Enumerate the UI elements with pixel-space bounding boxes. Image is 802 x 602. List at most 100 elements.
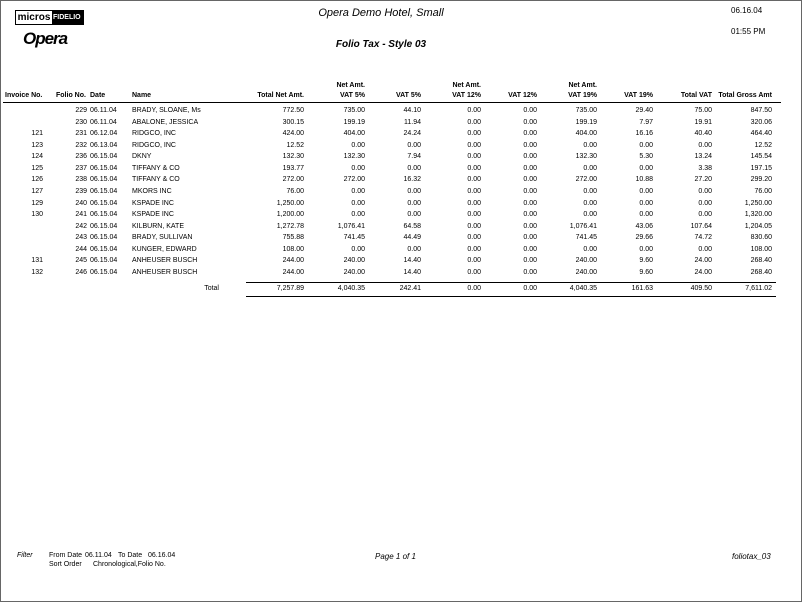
footer-filter: Filter xyxy=(17,552,33,559)
table-cell: 847.50 xyxy=(750,107,772,114)
total-cell: 4,040.35 xyxy=(569,285,597,292)
table-cell: 0.00 xyxy=(639,187,653,195)
table-cell: 197.15 xyxy=(750,164,772,172)
table-cell: 199.19 xyxy=(343,118,365,126)
footer-sort: Chronological,Folio No. xyxy=(93,561,166,568)
table-cell: KILBURN, KATE xyxy=(132,222,184,230)
table-cell: 0.00 xyxy=(639,141,653,149)
total-cell: 409.50 xyxy=(690,285,712,292)
table-cell: 0.00 xyxy=(583,211,597,219)
table-cell: 193.77 xyxy=(282,164,304,172)
table-cell: RIDGCO, INC xyxy=(132,130,176,138)
table-cell: 240.00 xyxy=(575,268,597,276)
table-cell: 299.20 xyxy=(750,176,772,184)
table-cell: 131 xyxy=(31,257,43,265)
table-cell: 06.15.04 xyxy=(90,222,118,230)
hotel-name: Opera Demo Hotel, Small xyxy=(318,7,444,19)
table-cell: 0.00 xyxy=(407,187,421,195)
table-cell: 741.45 xyxy=(575,234,597,242)
table-cell: 735.00 xyxy=(575,107,597,114)
table-cell: 1,204.05 xyxy=(744,222,772,230)
table-cell: 320.06 xyxy=(750,118,772,126)
table-cell: 242 xyxy=(75,222,87,230)
column-header: VAT 12% xyxy=(508,92,537,99)
column-header: Folio No. xyxy=(56,92,86,99)
table-cell: 24.24 xyxy=(403,130,421,138)
column-header: Total VAT xyxy=(680,92,712,99)
table-cell: 232 xyxy=(75,141,87,149)
table-cell: 830.60 xyxy=(750,234,772,242)
table-cell: 0.00 xyxy=(407,141,421,149)
table-cell: 0.00 xyxy=(523,268,537,276)
table-cell: 244.00 xyxy=(282,257,304,265)
table-cell: 300.15 xyxy=(282,118,304,126)
table-cell: KSPADE INC xyxy=(132,199,174,207)
table-cell: 0.00 xyxy=(639,211,653,219)
table-cell: 44.10 xyxy=(403,107,421,114)
table-cell: 0.00 xyxy=(351,245,365,253)
table-cell: 772.50 xyxy=(282,107,304,114)
table-cell: 145.54 xyxy=(750,153,772,161)
table-cell: 240.00 xyxy=(575,257,597,265)
table-cell: 29.66 xyxy=(635,234,653,242)
table-cell: 76.00 xyxy=(754,187,772,195)
table-cell: 24.00 xyxy=(694,268,712,276)
table-cell: 123 xyxy=(31,141,43,149)
footer-from-label: From Date xyxy=(49,552,83,559)
footer-page: Page 1 of 1 xyxy=(375,552,416,561)
table-cell: 16.32 xyxy=(403,176,421,184)
column-header: Date xyxy=(90,92,106,99)
table-cell: 13.24 xyxy=(694,153,712,161)
total-rule-bottom xyxy=(246,296,776,297)
table-cell: 0.00 xyxy=(523,234,537,242)
report-date: 06.16.04 xyxy=(731,6,763,15)
table-cell: 230 xyxy=(75,118,87,126)
table-cell: 107.64 xyxy=(690,222,712,230)
table-cell: 0.00 xyxy=(583,187,597,195)
table-cell: 0.00 xyxy=(583,199,597,207)
table-cell: 06.15.04 xyxy=(90,153,118,161)
column-header: Name xyxy=(132,92,152,99)
table-cell: 238 xyxy=(75,176,87,184)
table-cell: 246 xyxy=(75,268,87,276)
footer-from: 06.11.04 xyxy=(85,552,112,559)
report-title: Folio Tax - Style 03 xyxy=(335,39,427,50)
table-cell: 0.00 xyxy=(523,199,537,207)
table-cell: 0.00 xyxy=(467,187,481,195)
table-cell: 129 xyxy=(31,199,43,207)
table-cell: 0.00 xyxy=(467,164,481,172)
table-cell: 0.00 xyxy=(583,245,597,253)
table-cell: 0.00 xyxy=(467,268,481,276)
table-cell: 121 xyxy=(31,130,43,138)
table-cell: 43.06 xyxy=(635,222,653,230)
table-cell: 74.72 xyxy=(694,234,712,242)
table-cell: 237 xyxy=(75,164,87,172)
table-cell: 24.00 xyxy=(694,257,712,265)
table-cell: 5.30 xyxy=(639,153,653,161)
table-cell: 404.00 xyxy=(575,130,597,138)
table-cell: 06.15.04 xyxy=(90,234,118,242)
table-cell: 404.00 xyxy=(343,130,365,138)
table-cell: 124 xyxy=(31,153,43,161)
table-cell: 7.97 xyxy=(639,118,653,126)
table-cell: 268.40 xyxy=(750,268,772,276)
table-cell: 0.00 xyxy=(467,118,481,126)
table-cell: 0.00 xyxy=(583,141,597,149)
logo-micros: micros xyxy=(16,11,52,24)
table-cell: 0.00 xyxy=(523,211,537,219)
table-cell: 0.00 xyxy=(351,141,365,149)
table-cell: 0.00 xyxy=(467,245,481,253)
table-cell: 0.00 xyxy=(698,245,712,253)
column-header: VAT 5% xyxy=(339,92,365,99)
column-header: VAT 12% xyxy=(452,92,481,99)
table-cell: 9.60 xyxy=(639,268,653,276)
table-cell: 231 xyxy=(75,130,87,138)
table-cell: 0.00 xyxy=(467,141,481,149)
table-cell: 0.00 xyxy=(467,130,481,138)
table-cell: 0.00 xyxy=(467,199,481,207)
table-cell: 0.00 xyxy=(467,153,481,161)
table-cell: 0.00 xyxy=(407,164,421,172)
table-cell: 108.00 xyxy=(750,245,772,253)
table-cell: 0.00 xyxy=(467,234,481,242)
